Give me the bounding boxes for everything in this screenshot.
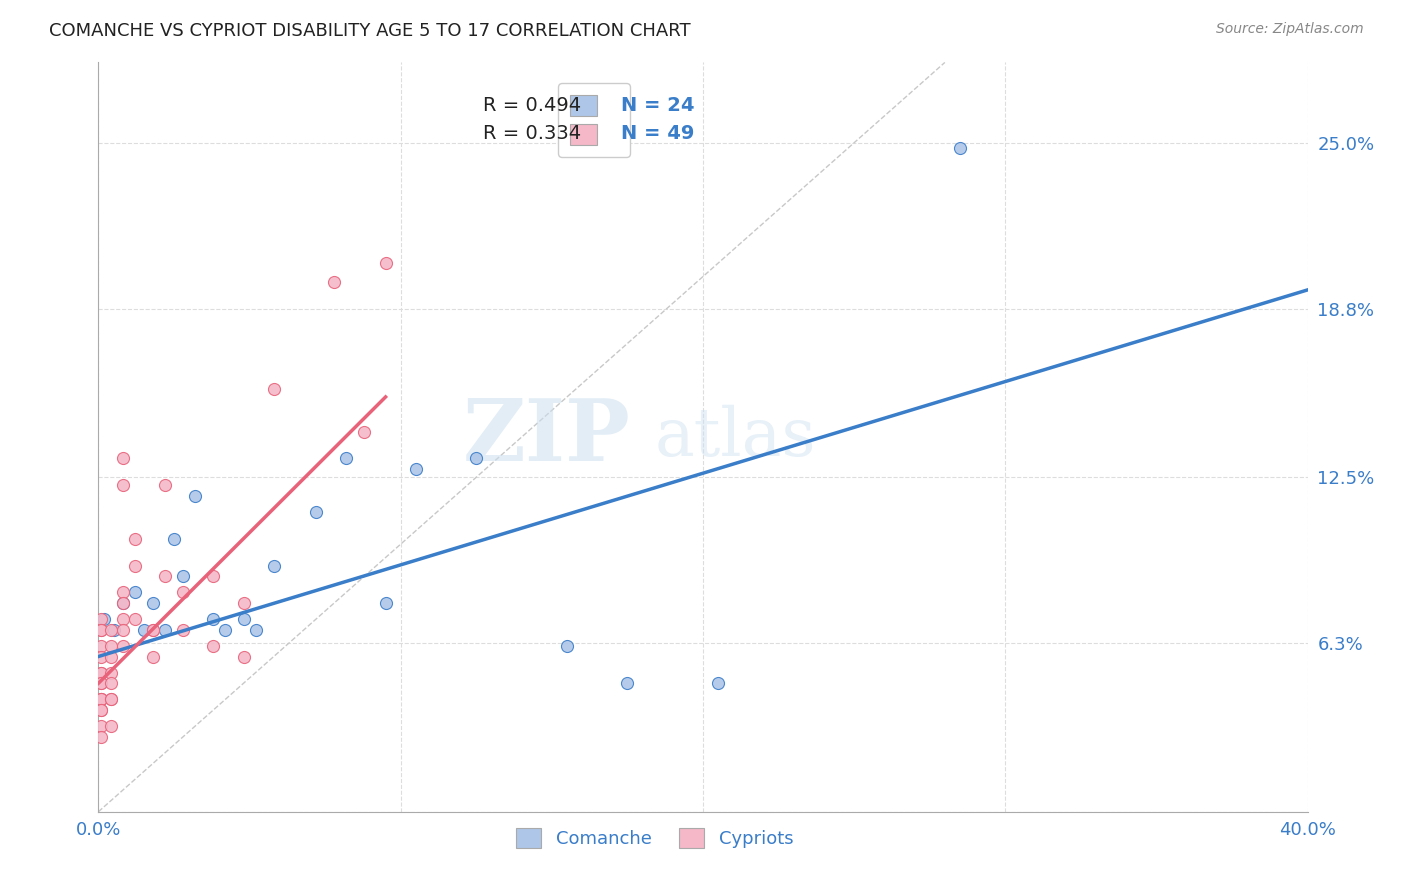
Point xyxy=(153,569,176,583)
Point xyxy=(153,478,176,492)
Point xyxy=(103,623,125,637)
Point xyxy=(111,478,134,492)
Point xyxy=(245,623,267,637)
Point xyxy=(172,623,194,637)
Point xyxy=(90,623,112,637)
Point xyxy=(949,141,972,155)
Text: N = 49: N = 49 xyxy=(621,124,695,143)
Point xyxy=(153,623,176,637)
Point xyxy=(90,665,112,680)
Point xyxy=(124,558,146,573)
Text: COMANCHE VS CYPRIOT DISABILITY AGE 5 TO 17 CORRELATION CHART: COMANCHE VS CYPRIOT DISABILITY AGE 5 TO … xyxy=(49,22,690,40)
Point xyxy=(93,612,115,626)
Point xyxy=(263,558,285,573)
Point xyxy=(465,451,488,466)
Point xyxy=(90,703,112,717)
Point xyxy=(90,649,112,664)
Point xyxy=(124,612,146,626)
Point xyxy=(305,505,328,519)
Text: atlas: atlas xyxy=(655,404,815,470)
Point xyxy=(232,649,254,664)
Point xyxy=(100,665,122,680)
Point xyxy=(616,676,638,690)
Point xyxy=(202,612,225,626)
Point xyxy=(163,532,186,546)
Point xyxy=(142,596,165,610)
Point xyxy=(124,585,146,599)
Point xyxy=(100,719,122,733)
Point xyxy=(374,596,396,610)
Point xyxy=(90,665,112,680)
Text: R = 0.494: R = 0.494 xyxy=(482,96,581,115)
Point xyxy=(202,639,225,653)
Point xyxy=(90,692,112,706)
Point xyxy=(142,649,165,664)
Point xyxy=(90,719,112,733)
Point xyxy=(232,596,254,610)
Point xyxy=(90,703,112,717)
Text: Source: ZipAtlas.com: Source: ZipAtlas.com xyxy=(1216,22,1364,37)
Point xyxy=(172,585,194,599)
Point xyxy=(100,676,122,690)
Point xyxy=(263,382,285,396)
Point xyxy=(90,676,112,690)
Point xyxy=(111,596,134,610)
Point xyxy=(323,275,346,289)
Point xyxy=(232,612,254,626)
Text: ZIP: ZIP xyxy=(463,395,630,479)
Point xyxy=(90,692,112,706)
Point xyxy=(707,676,730,690)
Point xyxy=(111,623,134,637)
Point xyxy=(90,730,112,744)
Point xyxy=(100,623,122,637)
Text: N = 24: N = 24 xyxy=(621,96,695,115)
Point xyxy=(90,623,112,637)
Point xyxy=(111,451,134,466)
Point xyxy=(111,639,134,653)
Point xyxy=(90,639,112,653)
Point xyxy=(90,676,112,690)
Point xyxy=(111,585,134,599)
Point xyxy=(184,489,207,503)
Point xyxy=(100,639,122,653)
Point xyxy=(111,612,134,626)
Point xyxy=(90,612,112,626)
Point xyxy=(405,462,427,476)
Point xyxy=(172,569,194,583)
Point xyxy=(111,596,134,610)
Point xyxy=(555,639,578,653)
Point xyxy=(100,649,122,664)
Point xyxy=(90,692,112,706)
Point xyxy=(335,451,357,466)
Point xyxy=(353,425,375,439)
Point xyxy=(142,623,165,637)
Text: R = 0.334: R = 0.334 xyxy=(482,124,581,143)
Point xyxy=(374,256,396,270)
Point xyxy=(100,692,122,706)
Point xyxy=(202,569,225,583)
Point xyxy=(100,692,122,706)
Point xyxy=(214,623,236,637)
Legend: Comanche, Cypriots: Comanche, Cypriots xyxy=(509,821,800,855)
Point xyxy=(142,623,165,637)
Point xyxy=(132,623,155,637)
Point xyxy=(124,532,146,546)
